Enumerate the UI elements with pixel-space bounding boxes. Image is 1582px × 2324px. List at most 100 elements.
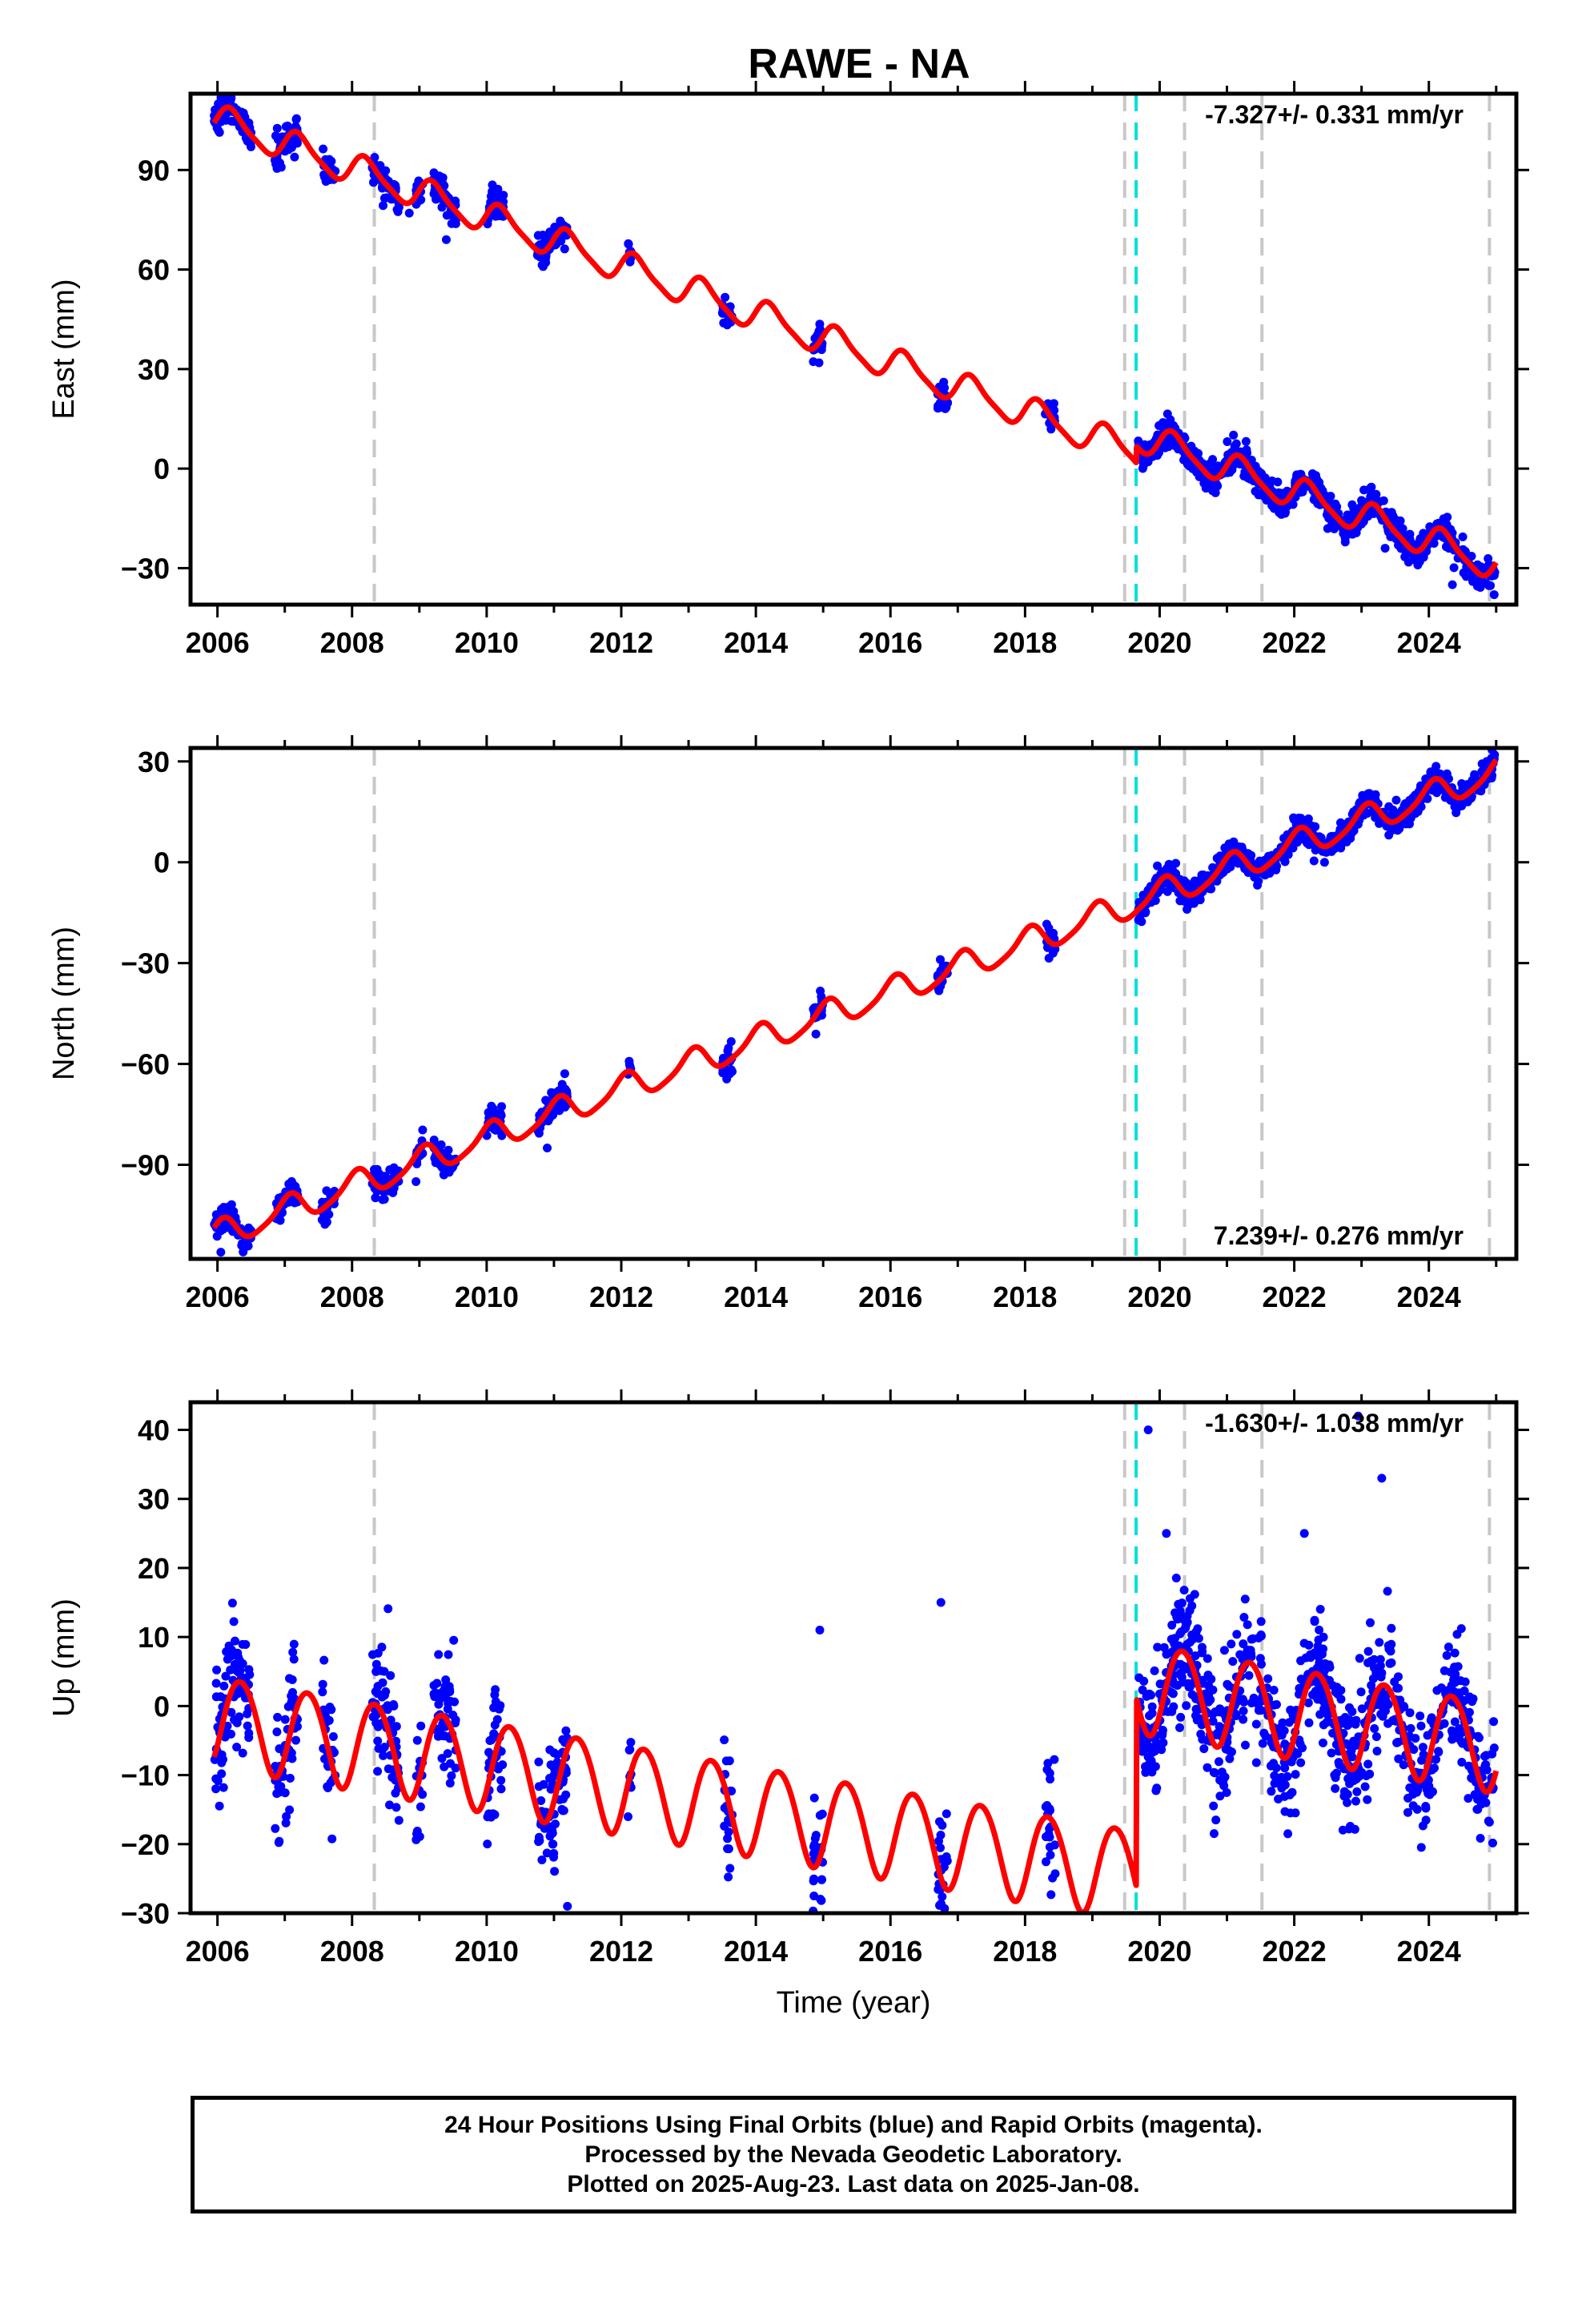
data-point xyxy=(560,1069,569,1079)
x-tick-label: 2024 xyxy=(1397,626,1461,659)
x-tick-label: 2016 xyxy=(858,1281,922,1313)
y-tick-label: 30 xyxy=(138,746,170,778)
data-point xyxy=(1403,1793,1413,1803)
data-point xyxy=(1277,1772,1287,1782)
x-tick-label: 2022 xyxy=(1263,1281,1327,1313)
model-fit-line xyxy=(211,758,1499,1240)
y-tick-label: −90 xyxy=(121,1148,170,1181)
data-point xyxy=(1360,1782,1370,1791)
y-tick-label: −30 xyxy=(121,552,170,585)
data-point xyxy=(1048,1873,1058,1883)
data-point xyxy=(1046,1890,1056,1900)
data-point xyxy=(1399,1760,1408,1770)
data-point xyxy=(1045,1824,1054,1833)
data-point xyxy=(1153,451,1162,460)
data-point xyxy=(1134,1673,1144,1683)
data-point xyxy=(1421,1803,1431,1813)
data-point xyxy=(1356,1687,1366,1697)
velocity-annotation: -1.630+/- 1.038 mm/yr xyxy=(1205,1409,1464,1437)
data-point xyxy=(1270,1779,1279,1788)
data-point xyxy=(287,1694,297,1703)
data-point xyxy=(1476,562,1486,572)
data-point xyxy=(391,1788,400,1798)
data-point xyxy=(1423,1731,1432,1740)
data-point xyxy=(1366,1618,1375,1627)
data-point xyxy=(1315,1625,1324,1634)
data-point xyxy=(1365,484,1375,493)
data-point xyxy=(434,1650,444,1659)
data-point xyxy=(1412,1787,1422,1797)
data-point xyxy=(552,1750,562,1759)
data-point xyxy=(1283,1829,1293,1839)
data-point xyxy=(1405,1708,1415,1718)
data-point xyxy=(1343,1790,1352,1799)
data-point xyxy=(1173,1681,1182,1690)
data-point xyxy=(1351,1796,1360,1806)
data-point xyxy=(1345,1703,1354,1712)
data-point xyxy=(488,180,497,190)
data-point xyxy=(444,1650,453,1659)
data-point xyxy=(556,219,566,228)
data-point xyxy=(1289,814,1299,824)
data-point xyxy=(1469,573,1479,582)
data-point xyxy=(538,231,548,239)
data-point xyxy=(483,1839,492,1849)
data-point xyxy=(936,955,945,964)
data-point xyxy=(1044,954,1054,963)
observation-points xyxy=(210,1411,1499,1913)
data-point xyxy=(816,987,825,995)
data-point xyxy=(1489,1743,1499,1753)
data-point xyxy=(1203,1654,1212,1663)
data-point xyxy=(273,1712,283,1722)
data-point xyxy=(1295,1735,1304,1745)
data-point xyxy=(215,1801,224,1811)
data-point xyxy=(1142,1691,1151,1701)
data-point xyxy=(809,1793,819,1803)
data-point xyxy=(1050,405,1059,415)
data-point xyxy=(1421,1815,1431,1825)
data-point xyxy=(1415,1711,1425,1721)
data-point xyxy=(936,1831,946,1839)
data-point xyxy=(626,1738,636,1747)
data-point xyxy=(1273,477,1283,487)
data-point xyxy=(214,99,223,109)
data-point xyxy=(1424,1781,1434,1791)
data-point xyxy=(391,1803,401,1812)
data-point xyxy=(815,1626,825,1635)
data-point xyxy=(1141,907,1150,917)
data-point xyxy=(1353,1411,1363,1421)
data-point xyxy=(1327,520,1337,529)
data-point xyxy=(1489,590,1499,600)
data-point xyxy=(1042,1857,1050,1867)
data-point xyxy=(246,139,255,149)
data-point xyxy=(371,1659,381,1669)
data-point xyxy=(1256,1617,1266,1626)
data-point xyxy=(1377,1668,1387,1678)
data-point xyxy=(1158,1726,1167,1735)
data-point xyxy=(227,1598,237,1608)
data-point xyxy=(942,1856,952,1866)
data-point xyxy=(449,1635,459,1645)
data-point xyxy=(1325,1663,1335,1672)
x-tick-label: 2022 xyxy=(1263,1935,1327,1968)
data-point xyxy=(1489,1717,1499,1727)
data-point xyxy=(280,1788,290,1798)
data-point xyxy=(1257,1659,1266,1669)
data-point xyxy=(216,1248,226,1257)
x-tick-label: 2010 xyxy=(455,1935,519,1968)
data-point xyxy=(545,228,555,238)
data-point xyxy=(1380,544,1390,553)
plot-frame xyxy=(188,746,1519,1261)
data-point xyxy=(373,1648,383,1658)
x-tick-label: 2014 xyxy=(724,626,788,659)
data-point xyxy=(559,1806,568,1815)
data-point xyxy=(1274,1795,1283,1803)
data-point xyxy=(1427,1713,1436,1723)
data-point xyxy=(537,1856,547,1864)
data-point xyxy=(1279,1726,1289,1735)
data-point xyxy=(935,1817,944,1827)
observation-points xyxy=(210,748,1500,1257)
data-point xyxy=(1383,1586,1392,1596)
data-point xyxy=(376,1173,385,1183)
data-point xyxy=(1253,880,1263,890)
